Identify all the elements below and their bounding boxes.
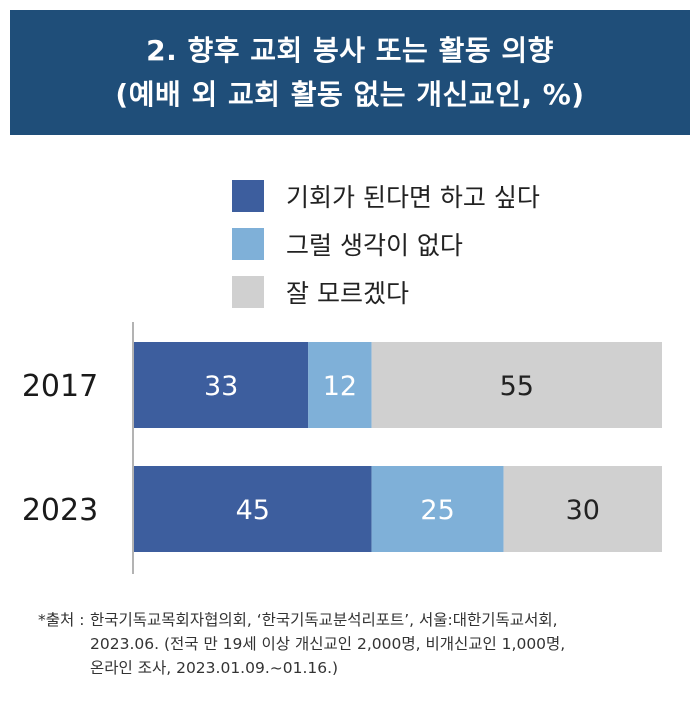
data-label-2023-s0: 45 — [236, 495, 270, 526]
legend-label-unsure: 잘 모르겠다 — [286, 279, 409, 308]
legend-swatch-unsure — [232, 276, 264, 308]
source-line-1: 한국기독교목회자협의회, ‘한국기독교분석리포트’, 서울:대한기독교서회, — [90, 611, 558, 629]
legend-swatch-no-intention — [232, 228, 264, 260]
chart-subtitle: (예배 외 교회 활동 없는 개신교인, %) — [115, 77, 585, 111]
title-banner: 2. 향후 교회 봉사 또는 활동 의향 (예배 외 교회 활동 없는 개신교인… — [10, 10, 690, 135]
bar-segment-2023-s1 — [371, 466, 504, 552]
legend-label-no-intention: 그럴 생각이 없다 — [286, 231, 463, 260]
bars-group: 33 12 55 45 25 30 — [134, 342, 662, 552]
source-line-3: 온라인 조사, 2023.01.09.~01.16.) — [90, 659, 339, 677]
category-label-2017: 2017 — [22, 369, 98, 404]
source-note: *출처 : 한국기독교목회자협의회, ‘한국기독교분석리포트’, 서울:대한기독… — [38, 608, 565, 680]
source-label: *출처 : — [38, 611, 85, 629]
bar-segment-2017-s1 — [308, 342, 372, 428]
data-label-2017-s1: 12 — [323, 371, 357, 402]
legend-label-want: 기회가 된다면 하고 싶다 — [286, 183, 540, 212]
bar-segment-2023-s0 — [134, 466, 372, 552]
legend-item-unsure: 잘 모르겠다 — [232, 268, 540, 316]
source-line-2: 2023.06. (전국 만 19세 이상 개신교인 2,000명, 비개신교인… — [90, 635, 566, 653]
bar-segment-2023-s2 — [503, 466, 662, 552]
data-label-2023-s2: 30 — [566, 495, 600, 526]
category-label-2023: 2023 — [22, 493, 98, 528]
stacked-bar-chart: 33 12 55 45 25 30 2017 2023 — [22, 322, 662, 574]
bar-segment-2017-s0 — [134, 342, 309, 428]
data-label-2017-s0: 33 — [204, 371, 238, 402]
data-label-2017-s2: 55 — [500, 371, 534, 402]
legend-item-want: 기회가 된다면 하고 싶다 — [232, 172, 540, 220]
chart-title: 2. 향후 교회 봉사 또는 활동 의향 — [146, 33, 554, 67]
legend-swatch-want — [232, 180, 264, 212]
legend-item-no-intention: 그럴 생각이 없다 — [232, 220, 540, 268]
data-label-2023-s1: 25 — [420, 495, 454, 526]
legend: 기회가 된다면 하고 싶다 그럴 생각이 없다 잘 모르겠다 — [232, 172, 540, 316]
bar-segment-2017-s2 — [371, 342, 662, 428]
